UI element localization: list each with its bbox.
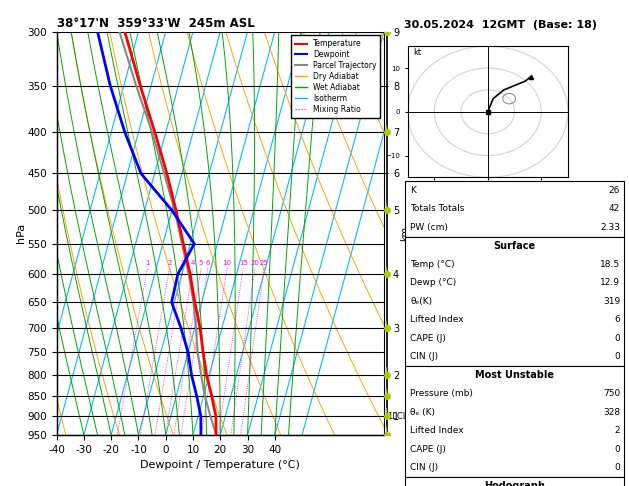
Text: 20: 20 — [250, 260, 259, 266]
Text: 18.5: 18.5 — [600, 260, 620, 269]
Text: 42: 42 — [609, 205, 620, 213]
Text: 5: 5 — [199, 260, 203, 266]
Text: K: K — [410, 186, 416, 195]
Text: CIN (J): CIN (J) — [410, 463, 438, 472]
Text: 10: 10 — [223, 260, 231, 266]
Text: 15: 15 — [239, 260, 248, 266]
Text: kt: kt — [413, 48, 421, 57]
Text: θₑ(K): θₑ(K) — [410, 297, 432, 306]
Text: Totals Totals: Totals Totals — [410, 205, 464, 213]
Text: 328: 328 — [603, 408, 620, 417]
X-axis label: Dewpoint / Temperature (°C): Dewpoint / Temperature (°C) — [140, 460, 300, 470]
Text: © weatheronline.co.uk: © weatheronline.co.uk — [468, 471, 564, 480]
Text: 2: 2 — [167, 260, 172, 266]
Text: PW (cm): PW (cm) — [410, 223, 448, 232]
Text: 30.05.2024  12GMT  (Base: 18): 30.05.2024 12GMT (Base: 18) — [404, 20, 596, 31]
Text: 0: 0 — [615, 463, 620, 472]
Text: 25: 25 — [260, 260, 269, 266]
Text: 750: 750 — [603, 389, 620, 398]
Text: 1: 1 — [145, 260, 150, 266]
Text: Most Unstable: Most Unstable — [475, 370, 554, 380]
Y-axis label: hPa: hPa — [16, 223, 26, 243]
Text: 1LCL: 1LCL — [387, 412, 408, 420]
Text: Pressure (mb): Pressure (mb) — [410, 389, 473, 398]
Text: 6: 6 — [615, 315, 620, 324]
Text: CAPE (J): CAPE (J) — [410, 334, 446, 343]
Text: 38°17'N  359°33'W  245m ASL: 38°17'N 359°33'W 245m ASL — [57, 17, 254, 31]
Text: 26: 26 — [609, 186, 620, 195]
Text: 319: 319 — [603, 297, 620, 306]
Text: θₑ (K): θₑ (K) — [410, 408, 435, 417]
Text: 0: 0 — [615, 352, 620, 361]
Text: 0: 0 — [615, 334, 620, 343]
Text: Temp (°C): Temp (°C) — [410, 260, 455, 269]
Text: CAPE (J): CAPE (J) — [410, 445, 446, 453]
Text: 12.9: 12.9 — [600, 278, 620, 287]
Text: 2: 2 — [615, 426, 620, 435]
Text: 0: 0 — [615, 445, 620, 453]
Text: 3: 3 — [181, 260, 186, 266]
Text: CIN (J): CIN (J) — [410, 352, 438, 361]
Text: Dewp (°C): Dewp (°C) — [410, 278, 457, 287]
Y-axis label: km
ASL: km ASL — [401, 224, 422, 243]
Text: 4: 4 — [191, 260, 196, 266]
Legend: Temperature, Dewpoint, Parcel Trajectory, Dry Adiabat, Wet Adiabat, Isotherm, Mi: Temperature, Dewpoint, Parcel Trajectory… — [291, 35, 380, 118]
Text: Lifted Index: Lifted Index — [410, 315, 464, 324]
Text: 6: 6 — [206, 260, 210, 266]
Text: 2.33: 2.33 — [600, 223, 620, 232]
Text: Surface: Surface — [494, 241, 535, 251]
Text: Lifted Index: Lifted Index — [410, 426, 464, 435]
Text: Hodograph: Hodograph — [484, 481, 545, 486]
